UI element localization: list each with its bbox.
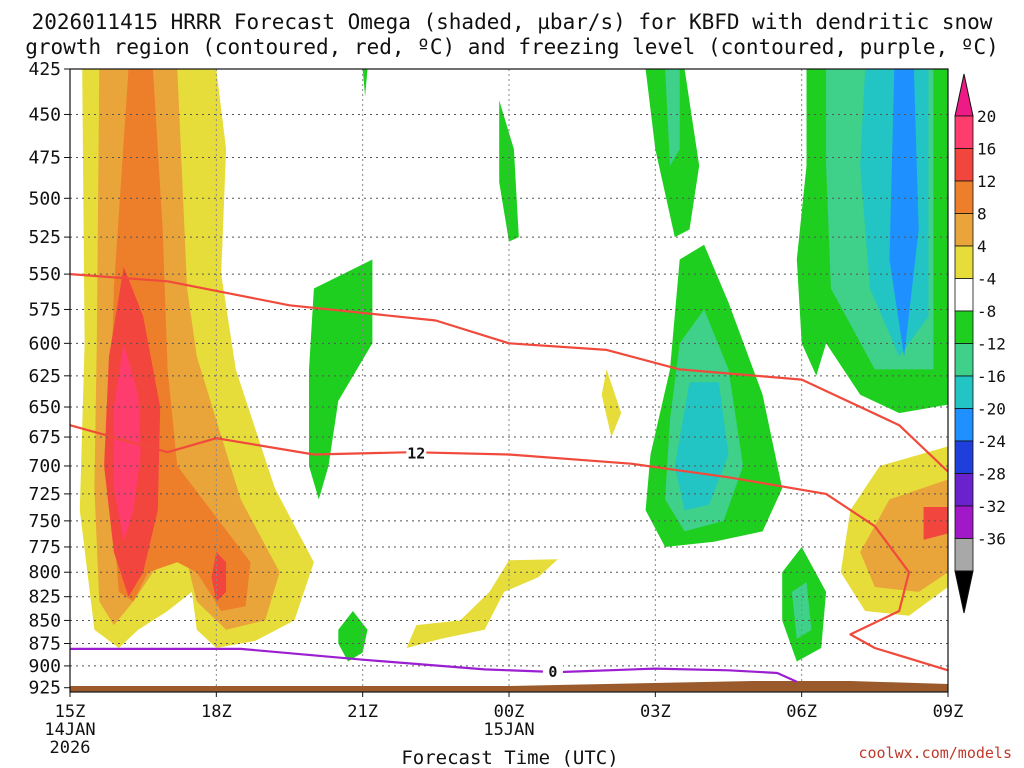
y-tick-label-475: 475 <box>28 147 61 168</box>
colorbar-swatch-7 <box>954 343 974 377</box>
y-tick-label-700: 700 <box>28 456 61 477</box>
contour-labels: 12 0 <box>406 444 563 681</box>
colorbar-label-9: -20 <box>977 400 1006 419</box>
y-tick-label-825: 825 <box>28 587 61 608</box>
y-axis-ticks: 425 450 475 500 525 550 575 600 625 650 675 700 725 7… <box>28 59 70 699</box>
colorbar-top-triangle <box>954 73 974 117</box>
colorbar-swatch-5 <box>954 278 974 312</box>
colorbar-swatch-3 <box>954 213 974 247</box>
y-tick-label-450: 450 <box>28 104 61 125</box>
colorbar-swatch-13 <box>954 538 974 572</box>
credit-text: coolwx.com/models <box>858 744 1012 762</box>
colorbar-label-13: -36 <box>977 530 1006 549</box>
y-tick-label-650: 650 <box>28 397 61 418</box>
colorbar-label-8: -16 <box>977 367 1006 386</box>
y-tick-label-625: 625 <box>28 366 61 387</box>
colorbar-swatch-0 <box>954 115 974 149</box>
colorbar-swatch-11 <box>954 473 974 507</box>
x-axis-label: Forecast Time (UTC) <box>401 747 618 768</box>
colorbar-label-12: -32 <box>977 497 1006 516</box>
x-tick-label-1: 18Z <box>201 702 232 722</box>
colorbar-label-5: -4 <box>977 270 996 289</box>
contour-label-0: 12 <box>407 444 425 462</box>
colorbar-label-7: -12 <box>977 335 1006 354</box>
y-tick-label-725: 725 <box>28 484 61 505</box>
colorbar-label-10: -24 <box>977 432 1006 451</box>
y-tick-label-425: 425 <box>28 59 61 80</box>
colorbar-label-0: 20 <box>977 107 996 126</box>
omega-region-20 <box>889 69 919 357</box>
colorbar-swatch-6 <box>954 310 974 344</box>
x-tick-label-2: 21Z <box>347 702 378 722</box>
chart-title-line1: 2026011415 HRRR Forecast Omega (shaded, … <box>32 10 993 34</box>
omega-shaded-regions <box>79 69 948 662</box>
chart-title-line2: growth region (contoured, red, ºC) and f… <box>25 35 999 59</box>
contour-line-1 <box>70 424 948 672</box>
omega-region-8 <box>338 611 368 662</box>
y-tick-label-600: 600 <box>28 333 61 354</box>
colorbar-label-3: 8 <box>977 205 987 224</box>
y-tick-label-900: 900 <box>28 656 61 677</box>
colorbar-swatch-12 <box>954 505 974 539</box>
colorbar-swatch-8 <box>954 375 974 409</box>
y-tick-label-525: 525 <box>28 227 61 248</box>
y-tick-label-875: 875 <box>28 634 61 655</box>
contour-label-1: 0 <box>548 663 557 681</box>
x-tick-sublabel-3-0: 15JAN <box>483 720 534 740</box>
omega-region-21 <box>406 559 558 648</box>
x-tick-sublabel-0-1: 2026 <box>50 738 91 758</box>
y-tick-label-575: 575 <box>28 299 61 320</box>
contour-label-bg-0 <box>406 444 427 462</box>
colorbar-swatch-4 <box>954 245 974 279</box>
colorbar-swatch-9 <box>954 408 974 442</box>
y-tick-label-775: 775 <box>28 537 61 558</box>
y-tick-label-925: 925 <box>28 678 61 699</box>
colorbar-label-2: 12 <box>977 172 996 191</box>
colorbar-swatch-1 <box>954 148 974 182</box>
x-tick-sublabel-0-0: 14JAN <box>44 720 95 740</box>
x-tick-label-6: 09Z <box>933 702 964 722</box>
y-tick-label-800: 800 <box>28 562 61 583</box>
y-tick-label-750: 750 <box>28 511 61 532</box>
omega-region-7 <box>362 69 368 97</box>
x-tick-label-4: 03Z <box>640 702 671 722</box>
contour-label-bg-1 <box>542 663 563 681</box>
y-tick-label-550: 550 <box>28 264 61 285</box>
omega-region-22 <box>601 369 622 437</box>
x-tick-label-3: 00Z <box>494 702 525 722</box>
colorbar-swatch-10 <box>954 440 974 474</box>
terrain-ground <box>70 681 948 692</box>
x-tick-label-0: 15Z <box>55 702 86 722</box>
omega-region-6 <box>309 259 373 500</box>
colorbar-label-11: -28 <box>977 465 1006 484</box>
colorbar-bottom-triangle <box>954 570 974 614</box>
omega-region-18 <box>674 382 729 511</box>
y-tick-label-500: 500 <box>28 188 61 209</box>
x-tick-label-5: 06Z <box>786 702 817 722</box>
colorbar-swatch-2 <box>954 180 974 214</box>
omega-region-5 <box>113 343 141 542</box>
contour-line-0 <box>70 273 948 473</box>
colorbar-label-6: -8 <box>977 302 996 321</box>
colorbar-legend: 20 16 12 8 4 -4 -8 -12 -16 -20 -24 -28 -32 -36 <box>954 73 1006 614</box>
omega-region-4 <box>211 552 227 602</box>
y-tick-label-675: 675 <box>28 427 61 448</box>
colorbar-label-4: 4 <box>977 237 987 256</box>
omega-region-25 <box>923 507 948 540</box>
omega-region-14 <box>665 69 680 166</box>
y-tick-label-850: 850 <box>28 610 61 631</box>
colorbar-label-1: 16 <box>977 140 996 159</box>
